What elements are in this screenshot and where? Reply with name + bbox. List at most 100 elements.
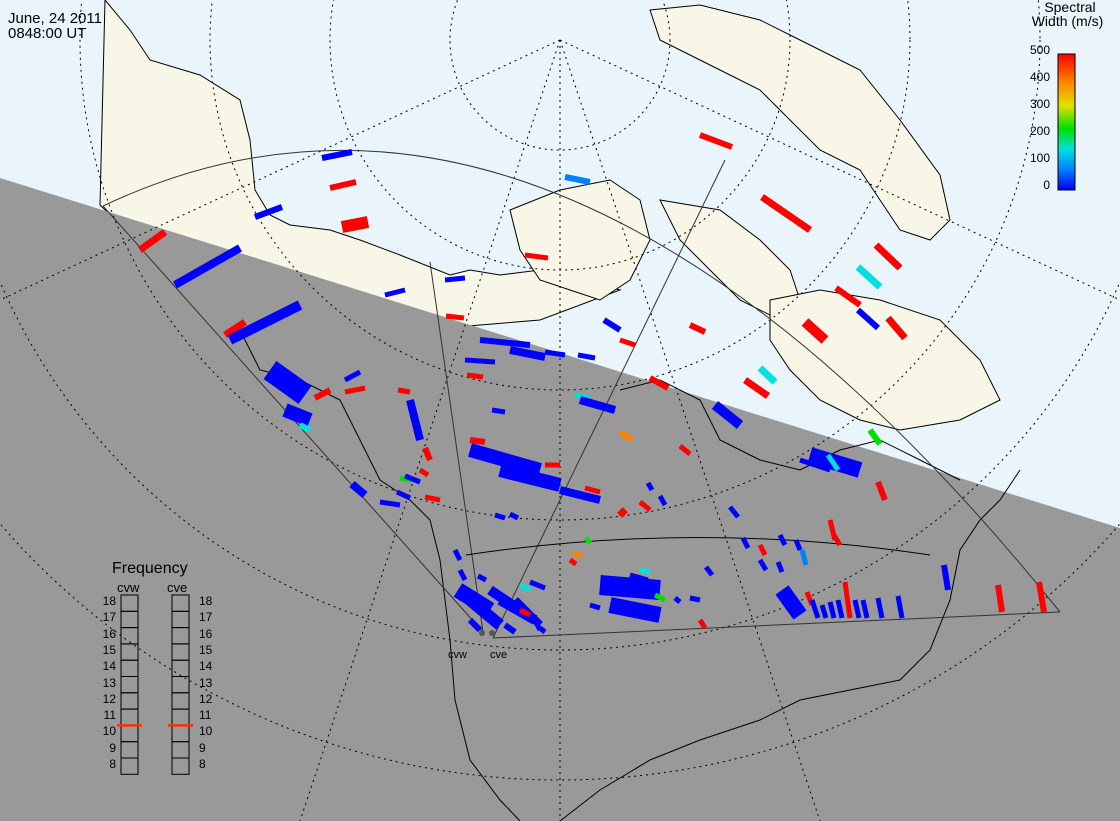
scatter-echo: [648, 375, 670, 391]
frequency-scale-number: 14: [102, 659, 116, 674]
colorbar-title-line2: Width (m/s): [1031, 13, 1104, 29]
alaska-landmass: [99, 0, 622, 331]
scatter-echo: [466, 595, 504, 630]
frequency-radar-label-cve: cve: [167, 580, 188, 595]
scatter-echo: [418, 467, 430, 478]
scatter-echo: [444, 275, 466, 283]
scatter-echo: [379, 499, 401, 508]
scatter-echo: [468, 443, 542, 477]
scatter-echo: [476, 573, 488, 583]
scatter-echo: [618, 429, 634, 443]
scatter-echo: [559, 486, 601, 504]
scatter-echo: [757, 558, 769, 572]
frequency-scale-number: 13: [199, 675, 213, 690]
radar-site-label-cve: cve: [490, 649, 508, 661]
scatter-echo: [532, 618, 543, 632]
scatter-echo: [834, 285, 862, 308]
scatter-echo: [855, 264, 883, 290]
frequency-scale-number: 17: [199, 610, 213, 625]
frequency-scale-number: 9: [109, 740, 116, 755]
frequency-scale-number: 10: [199, 724, 213, 739]
frequency-scale-number: 15: [199, 642, 213, 657]
scatter-echo: [467, 617, 483, 633]
scatter-echo: [329, 179, 357, 191]
scatter-echo: [867, 428, 883, 446]
scatter-echo: [697, 618, 708, 630]
scatter-echo: [875, 597, 885, 619]
scatter-echo: [885, 315, 908, 341]
lat-circle-50: [79, 0, 1041, 521]
frequency-scale-number: 16: [102, 626, 116, 641]
scatter-echo: [825, 453, 841, 472]
scatter-echo: [227, 300, 303, 345]
scatter-echo: [809, 599, 821, 619]
frequency-scale-number: 10: [102, 724, 116, 739]
frequency-scale-number: 12: [199, 691, 213, 706]
colorbar-tick: 0: [1043, 178, 1050, 192]
frequency-scale-number: 17: [102, 610, 116, 625]
scatter-echo: [464, 357, 496, 365]
scatter-echo: [757, 365, 778, 385]
scatter-echo: [349, 480, 368, 499]
meridian-4: [559, 39, 1120, 301]
radar-site-label-cvw: cvw: [448, 649, 467, 661]
scatter-echo: [852, 599, 862, 619]
scatter-echo: [571, 550, 583, 559]
scatter-echo: [282, 403, 313, 427]
scatter-echo: [397, 387, 411, 395]
fov-inner-arc: [465, 537, 931, 556]
frequency-scale-number: 18: [102, 594, 116, 608]
frequency-cell: [120, 757, 139, 775]
frequency-scale-number: 11: [199, 708, 212, 723]
scatter-echo: [518, 607, 532, 618]
scatter-echo: [599, 575, 661, 600]
scatter-echo: [801, 318, 829, 344]
fov-cvw-boundary: [429, 261, 484, 633]
radar-site-cve: [489, 630, 495, 636]
scatter-echo: [698, 132, 734, 150]
scatter-echo: [704, 565, 714, 577]
scatter-echo: [775, 585, 807, 620]
frequency-radar-label-cvw: cvw: [117, 580, 140, 595]
scatter-echo: [831, 533, 843, 547]
frequency-scale-number: 12: [102, 691, 116, 706]
scatter-echo: [757, 543, 768, 557]
scatter-echo: [313, 387, 332, 401]
fov-cve-boundary: [492, 159, 726, 639]
frequency-scale-number: 11: [103, 708, 116, 723]
scatter-echo: [384, 287, 406, 298]
scatter-echo: [538, 626, 547, 634]
colorbar-tick: 400: [1029, 70, 1050, 84]
scatter-echo: [688, 322, 707, 335]
scatter-echo: [793, 539, 803, 551]
fov-east-edge: [492, 611, 1061, 639]
sunlit-land: [99, 0, 1001, 431]
lat-circle-60: [209, 0, 911, 391]
scatter-echo: [509, 346, 546, 361]
scatter-echo: [424, 494, 441, 503]
scatter-echo: [524, 252, 549, 261]
date-label: June, 24 2011: [8, 10, 102, 27]
north-america-coastline: [239, 329, 1021, 821]
meridian-3: [559, 39, 821, 821]
echo-layer: [137, 132, 1047, 635]
scatter-echo: [941, 564, 951, 591]
frequency-scale-number: 8: [109, 757, 116, 771]
frequency-scale-number: 16: [199, 626, 213, 641]
scatter-echo: [498, 463, 562, 492]
colorbar-title-line1: Spectral: [1044, 0, 1096, 15]
scatter-echo: [344, 385, 366, 395]
frequency-cell: [171, 757, 190, 775]
scatter-echo: [223, 319, 247, 338]
scatter-echo: [602, 317, 622, 333]
scatter-echo: [173, 244, 242, 289]
scatter-echo: [1036, 581, 1047, 613]
scatter-echo: [544, 349, 566, 358]
labrador-landmass: [769, 289, 1001, 431]
scatter-echo: [645, 481, 655, 492]
colorbar: [1057, 53, 1076, 191]
scatter-echo: [529, 579, 546, 591]
scatter-echo: [619, 337, 636, 348]
